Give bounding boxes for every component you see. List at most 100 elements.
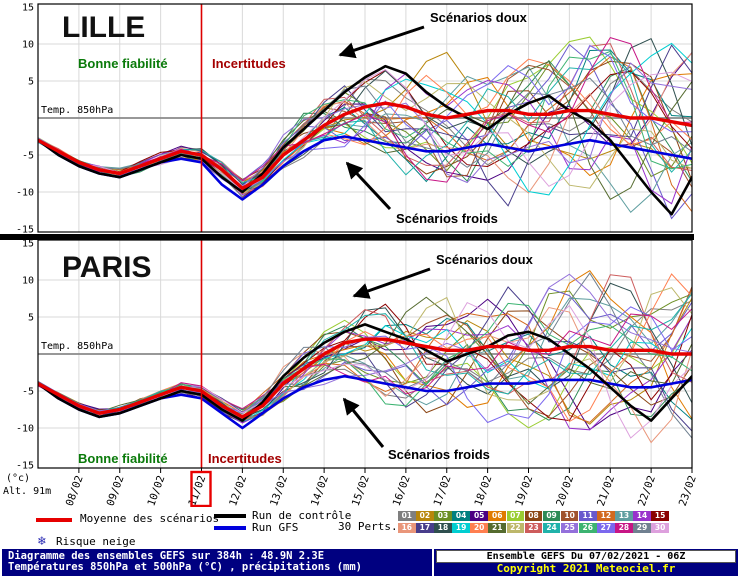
mean-line-sample [36,518,72,522]
control-line [38,323,692,422]
y-axis-label: -5 [22,151,34,162]
x-axis-date-label[interactable]: 12/02 [227,474,249,507]
member-toggle-21[interactable]: 21 [488,523,507,533]
mean-line [38,101,692,191]
member-toggle-24[interactable]: 24 [542,523,561,533]
run-info: Ensemble GEFS Du 07/02/2021 - 06Z [436,550,736,563]
member-toggle-28[interactable]: 28 [615,523,633,533]
gridlines [38,4,692,232]
mild-scenarios-label-top: Scénarios doux [430,10,528,25]
altitude-label: Alt. 91m [3,486,51,497]
y-axis-label: 5 [28,77,34,88]
x-axis-date-label[interactable]: 08/02 [64,474,86,507]
y-axis: 15 10 5 -5 -10 -15 15 10 5 -5 -10 -15 [16,3,34,472]
control-line-sample [214,514,246,518]
control-legend-label: Run de contrôle [252,509,352,522]
x-axis-date-label[interactable]: 14/02 [309,474,331,507]
perturbations-count-label: 30 Perts. [338,520,398,533]
gfs-line-sample [214,526,246,530]
x-axis-date-label[interactable]: 21/02 [595,474,617,507]
x-axis-date-label[interactable]: 23/02 [677,474,699,507]
uncertainty-label-top: Incertitudes [212,56,286,71]
member-toggle-11[interactable]: 11 [578,511,597,521]
x-axis-date-label[interactable]: 16/02 [391,474,413,507]
member-toggle-30[interactable]: 30 [651,523,669,533]
footer-line1: Diagramme des ensembles GEFS sur 384h : … [8,550,325,562]
gfs-legend-label: Run GFS [252,521,299,534]
member-toggle-06[interactable]: 06 [488,511,507,521]
member-toggle-13[interactable]: 13 [615,511,633,521]
y-axis-label: 10 [22,40,34,51]
temp-850hpa-note-bottom: Temp. 850hPa [41,341,113,352]
panel-title-paris: PARIS [62,251,151,284]
member-toggle-26[interactable]: 26 [578,523,597,533]
mild-arrow-top [338,25,425,59]
member-toggle-19[interactable]: 19 [452,523,470,533]
member-toggle-14[interactable]: 14 [633,511,651,521]
footer-description: Diagramme des ensembles GEFS sur 384h : … [2,549,432,576]
member-toggle-16[interactable]: 16 [398,523,416,533]
control-line [38,64,692,216]
member-toggle-08[interactable]: 08 [524,511,543,521]
temp-850hpa-note-top: Temp. 850hPa [41,105,113,116]
copyright-link[interactable]: Copyright 2021 Meteociel.fr [496,562,676,575]
snowflake-icon: ❄ [38,534,46,549]
x-axis-date-label[interactable]: 22/02 [636,474,658,507]
y-axis-label: 5 [28,313,34,324]
ensemble-member-line [38,273,692,423]
footer-run-box: Ensemble GEFS Du 07/02/2021 - 06Z Copyri… [434,549,738,576]
snow-risk-label: Risque neige [56,535,136,548]
x-axis-date-label[interactable]: 15/02 [350,474,372,507]
lille-panel [37,3,693,233]
gridlines [38,240,692,468]
x-axis-date-label[interactable]: 20/02 [554,474,576,507]
member-toggle-20[interactable]: 20 [470,523,488,533]
member-toggle-12[interactable]: 12 [597,511,615,521]
member-toggle-15[interactable]: 15 [651,511,669,521]
x-axis-date-label[interactable]: 19/02 [513,474,535,507]
y-axis-label: 15 [22,3,34,14]
member-toggle-29[interactable]: 29 [633,523,651,533]
member-toggle-row: 01 02 03 04 05 06 07 08 09 10 11 12 13 14 15 16 17 18 19 20… [398,510,671,534]
member-toggle-04[interactable]: 04 [452,511,470,521]
x-axis-date-label[interactable]: 09/02 [104,474,126,507]
member-toggle-05[interactable]: 05 [470,511,488,521]
member-toggle-01[interactable]: 01 [398,511,416,521]
ensemble-member-line [38,72,692,205]
mean-legend-label: Moyenne des scénarios [80,512,220,525]
y-axis-label: -10 [16,188,34,199]
member-toggle-27[interactable]: 27 [597,523,615,533]
cold-arrow-bottom [342,397,385,448]
x-axis-date-label[interactable]: 13/02 [268,474,290,507]
panel-separator [0,234,694,240]
mild-scenarios-label-bottom: Scénarios doux [436,252,534,267]
y-axis-label: 15 [22,239,34,250]
ensemble-member-line [38,69,692,198]
x-axis-date-label[interactable]: 18/02 [472,474,494,507]
unit-label: (°c) [6,473,30,484]
member-toggle-03[interactable]: 03 [434,511,452,521]
mild-arrow-bottom [352,267,431,299]
member-toggle-22[interactable]: 22 [506,523,525,533]
member-toggle-25[interactable]: 25 [560,523,579,533]
y-axis-label: -10 [16,424,34,435]
member-toggle-18[interactable]: 18 [434,523,452,533]
member-toggle-02[interactable]: 02 [416,511,434,521]
y-axis-label: -15 [16,225,34,236]
member-toggle-23[interactable]: 23 [524,523,543,533]
uncertainty-label-bottom: Incertitudes [208,451,282,466]
member-toggle-17[interactable]: 17 [416,523,434,533]
panel-border [37,3,693,233]
member-toggle-10[interactable]: 10 [560,511,579,521]
x-axis: 08/02 09/02 10/02 11/02 12/02 13/02 14/02 15/02… [64,468,699,507]
x-axis-date-label[interactable]: 17/02 [431,474,453,507]
member-toggle-09[interactable]: 09 [542,511,561,521]
good-reliability-label-top: Bonne fiabilité [78,56,168,71]
x-axis-date-label[interactable]: 11/02 [186,474,208,507]
ensemble-member-line [38,37,692,183]
cold-arrow-top [345,161,392,211]
member-toggle-07[interactable]: 07 [506,511,525,521]
y-axis-label: 10 [22,276,34,287]
x-axis-date-label[interactable]: 10/02 [145,474,167,507]
